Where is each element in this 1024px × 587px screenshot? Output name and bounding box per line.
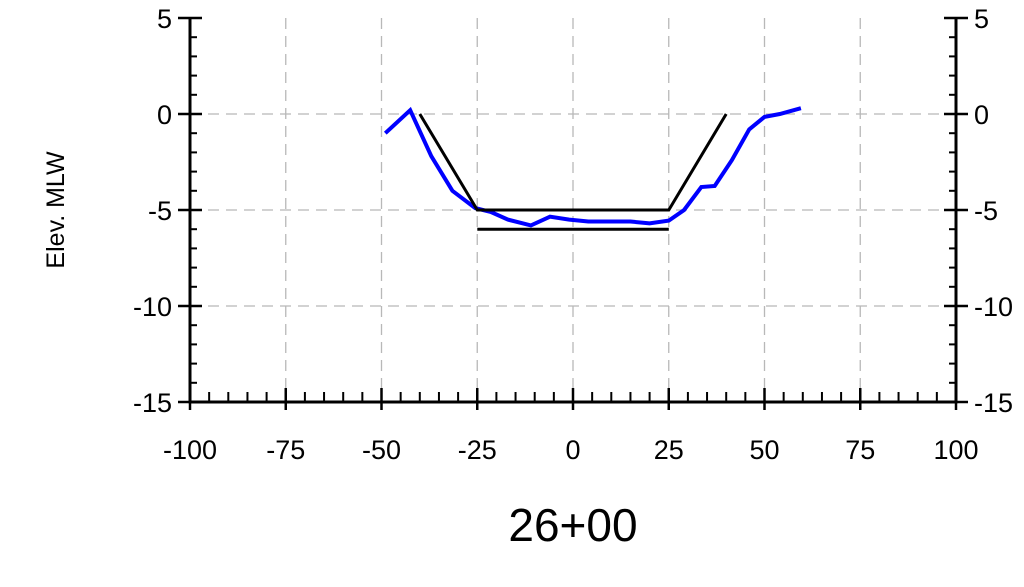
x-tick-label: -100: [163, 435, 217, 465]
left-y-tick-labels: 5 0 -5 -10 -15: [133, 4, 172, 418]
grid: [190, 18, 956, 402]
left-y-axis-ticks: [178, 16, 202, 404]
x-tick-label: -25: [458, 435, 497, 465]
left-y-tick-label: 5: [157, 4, 172, 34]
chart-title: 26+00: [508, 499, 637, 551]
x-tick-label: -75: [266, 435, 305, 465]
x-tick-label: 75: [845, 435, 875, 465]
x-axis-ticks: [188, 388, 958, 410]
x-tick-label: 100: [933, 435, 978, 465]
left-y-tick-label: 0: [157, 100, 172, 130]
surveyed-profile-line: [383, 106, 802, 228]
x-tick-label: 50: [749, 435, 779, 465]
left-y-tick-label: -15: [133, 388, 172, 418]
y-axis-label: Elev. MLW: [42, 151, 70, 269]
right-y-tick-label: 5: [974, 4, 989, 34]
series-layer: [383, 106, 802, 231]
left-y-tick-label: -10: [133, 292, 172, 322]
x-tick-label: 25: [654, 435, 684, 465]
right-y-tick-label: -15: [974, 388, 1013, 418]
right-y-axis-ticks: [944, 16, 968, 404]
x-tick-label: 0: [565, 435, 580, 465]
right-y-tick-label: -5: [974, 196, 998, 226]
right-y-tick-label: 0: [974, 100, 989, 130]
left-y-tick-label: -5: [148, 196, 172, 226]
right-y-tick-labels: 5 0 -5 -10 -15: [974, 4, 1013, 418]
right-y-tick-label: -10: [974, 292, 1013, 322]
x-tick-label: -50: [362, 435, 401, 465]
design-template-line: [418, 113, 728, 212]
x-tick-labels: -100 -75 -50 -25 0 25 50 75 100: [163, 435, 979, 465]
